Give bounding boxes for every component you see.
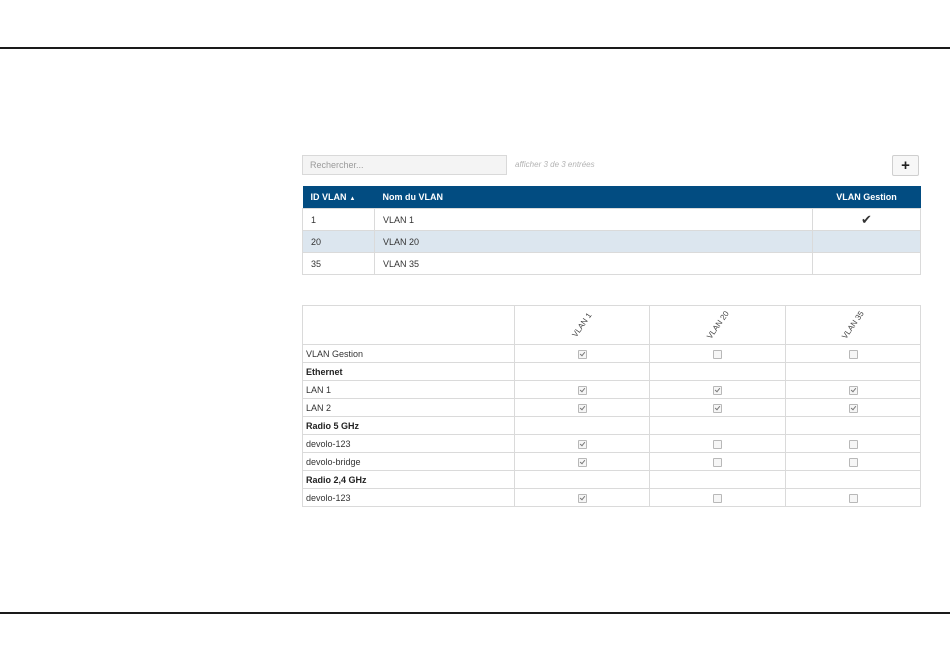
matrix-cell	[785, 398, 921, 417]
matrix-corner	[302, 305, 515, 345]
vlan-membership-checkbox[interactable]	[577, 349, 587, 359]
vlan-membership-checkbox[interactable]	[848, 349, 858, 359]
table-row[interactable]: 1 VLAN 1 ✔	[302, 208, 921, 231]
vlan-name-cell: VLAN 1	[374, 208, 813, 231]
matrix-cell	[785, 488, 921, 507]
matrix-section-label: Ethernet	[302, 362, 515, 381]
matrix-row: devolo-123	[302, 488, 921, 507]
matrix-column-label: VLAN 20	[704, 309, 731, 341]
matrix-cell	[514, 344, 650, 363]
matrix-column-header: VLAN 1	[514, 305, 650, 345]
matrix-cell	[785, 416, 921, 435]
vlan-membership-checkbox[interactable]	[577, 439, 587, 449]
matrix-cell	[649, 470, 786, 489]
plus-icon: +	[901, 157, 910, 174]
vlan-name-cell: VLAN 20	[374, 230, 813, 253]
vlan-id-cell: 35	[302, 252, 375, 275]
vlan-membership-checkbox[interactable]	[848, 403, 858, 413]
matrix-cell	[649, 416, 786, 435]
matrix-cell	[649, 434, 786, 453]
column-header-id[interactable]: ID VLAN ▲	[302, 186, 375, 209]
matrix-section-label: Radio 2,4 GHz	[302, 470, 515, 489]
matrix-cell	[785, 344, 921, 363]
column-header-id-label: ID VLAN	[310, 192, 347, 202]
table-row[interactable]: 35 VLAN 35	[302, 252, 921, 275]
matrix-row: devolo-bridge	[302, 452, 921, 471]
matrix-cell	[649, 452, 786, 471]
matrix-cell	[514, 380, 650, 399]
matrix-cell	[514, 398, 650, 417]
matrix-cell	[649, 488, 786, 507]
vlan-membership-checkbox[interactable]	[713, 403, 722, 413]
matrix-column-label: VLAN 1	[570, 311, 594, 339]
vlan-membership-checkbox[interactable]	[848, 493, 858, 503]
vlan-assignment-matrix: VLAN 1 VLAN 20 VLAN 35 VLAN Gestion Ether…	[302, 305, 921, 507]
vlan-membership-checkbox[interactable]	[713, 439, 722, 449]
matrix-row: LAN 1	[302, 380, 921, 399]
vlan-id-cell: 1	[302, 208, 375, 231]
vlan-table: ID VLAN ▲ Nom du VLAN VLAN Gestion 1 VLAN…	[302, 186, 921, 275]
vlan-membership-checkbox[interactable]	[713, 457, 722, 467]
matrix-cell	[514, 470, 650, 489]
matrix-section-row: Ethernet	[302, 362, 921, 381]
vlan-mgmt-cell	[812, 252, 921, 275]
vlan-name-cell: VLAN 35	[374, 252, 813, 275]
matrix-cell	[785, 452, 921, 471]
vlan-mgmt-cell	[812, 230, 921, 253]
matrix-section-row: Radio 5 GHz	[302, 416, 921, 435]
matrix-cell	[785, 434, 921, 453]
matrix-row-label: devolo-123	[302, 488, 515, 507]
matrix-row-label: LAN 2	[302, 398, 515, 417]
matrix-section-row: Radio 2,4 GHz	[302, 470, 921, 489]
vlan-membership-checkbox[interactable]	[848, 457, 858, 467]
vlan-membership-checkbox[interactable]	[577, 457, 587, 467]
matrix-cell	[649, 398, 786, 417]
matrix-cell	[649, 362, 786, 381]
sort-ascending-icon: ▲	[349, 196, 356, 202]
matrix-row: devolo-123	[302, 434, 921, 453]
matrix-row-label: LAN 1	[302, 380, 515, 399]
matrix-cell	[649, 344, 786, 363]
table-row[interactable]: 20 VLAN 20	[302, 230, 921, 253]
top-divider	[0, 47, 950, 49]
matrix-cell	[514, 434, 650, 453]
vlan-membership-checkbox[interactable]	[577, 403, 587, 413]
search-input[interactable]	[302, 155, 507, 175]
matrix-header: VLAN 1 VLAN 20 VLAN 35	[302, 305, 921, 345]
vlan-membership-checkbox[interactable]	[577, 493, 587, 503]
matrix-row: LAN 2	[302, 398, 921, 417]
matrix-row-label: devolo-bridge	[302, 452, 515, 471]
vlan-membership-checkbox[interactable]	[577, 385, 587, 395]
vlan-id-cell: 20	[302, 230, 375, 253]
matrix-cell	[514, 416, 650, 435]
matrix-row-label: devolo-123	[302, 434, 515, 453]
column-header-name[interactable]: Nom du VLAN	[374, 186, 813, 209]
matrix-row: VLAN Gestion	[302, 344, 921, 363]
vlan-membership-checkbox[interactable]	[848, 439, 858, 449]
matrix-cell	[514, 488, 650, 507]
vlan-membership-checkbox[interactable]	[713, 349, 722, 359]
matrix-column-header: VLAN 35	[785, 305, 921, 345]
matrix-column-header: VLAN 20	[649, 305, 786, 345]
matrix-cell	[785, 470, 921, 489]
matrix-column-label: VLAN 35	[840, 309, 866, 341]
matrix-cell	[785, 380, 921, 399]
vlan-table-header: ID VLAN ▲ Nom du VLAN VLAN Gestion	[302, 186, 921, 209]
matrix-section-label: Radio 5 GHz	[302, 416, 515, 435]
add-vlan-button[interactable]: +	[892, 155, 919, 176]
matrix-cell	[649, 380, 786, 399]
bottom-divider	[0, 612, 950, 614]
checkmark-icon: ✔	[861, 211, 872, 227]
vlan-membership-checkbox[interactable]	[713, 493, 722, 503]
matrix-row-label: VLAN Gestion	[302, 344, 515, 363]
matrix-cell	[514, 362, 650, 381]
vlan-membership-checkbox[interactable]	[713, 385, 722, 395]
vlan-membership-checkbox[interactable]	[848, 385, 858, 395]
column-header-mgmt[interactable]: VLAN Gestion	[812, 186, 921, 209]
matrix-cell	[785, 362, 921, 381]
matrix-cell	[514, 452, 650, 471]
entries-info: afficher 3 de 3 entrées	[515, 160, 595, 169]
